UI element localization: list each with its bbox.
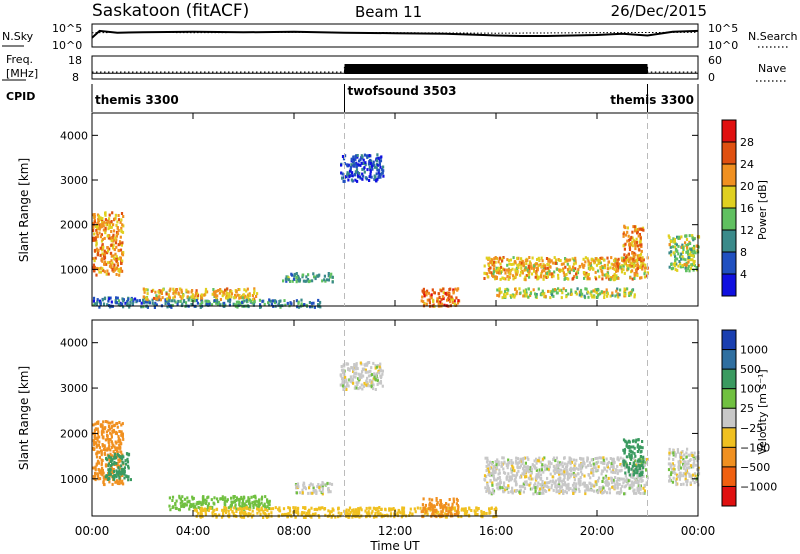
power-colorbar-tick: 8: [740, 246, 747, 259]
velocity-colorbar: 1000 500 100 25 −25 −100 −500 −1000: [721, 329, 777, 507]
cpid-mode-label: themis 3300: [95, 93, 179, 107]
power-y-axis-label: Slant Range [km]: [17, 158, 31, 262]
power-colorbar-tick: 20: [740, 180, 754, 193]
nave-line: [92, 66, 698, 73]
noise-left-tick-bottom: 10^0: [52, 39, 82, 52]
power-echo-region: [667, 234, 701, 273]
x-tick-label: 04:00: [176, 524, 211, 538]
noise-frame: [91, 23, 699, 48]
velocity-panel: 1000 2000 3000 4000 Slant Range [km]: [17, 319, 701, 519]
y-tick-label: 1000: [60, 263, 88, 276]
noise-panel: N.Sky 10^5 10^0 10^5 10^0 N.Search: [2, 22, 798, 52]
velocity-echo-region: [420, 497, 460, 519]
freq-series: [92, 64, 698, 74]
velocity-colorbar-tick: −25: [740, 422, 763, 435]
x-tick-label: 20:00: [580, 524, 615, 538]
power-echo-region: [167, 298, 322, 309]
noise-right-label: N.Search: [748, 30, 798, 43]
power-colorbar-tick: 4: [740, 268, 747, 281]
freq-right-tick-top: 60: [708, 54, 722, 67]
x-tick-label: 12:00: [378, 524, 413, 538]
velocity-echo-region: [104, 452, 132, 482]
freq-panel: Freq. [MHz] 18 8 60 0 Nave: [2, 53, 786, 84]
power-colorbar-label: Power [dB]: [756, 180, 769, 240]
y-tick-label: 4000: [60, 129, 88, 142]
velocity-colorbar-tick: 1000: [740, 344, 768, 357]
x-axis-ticks: 00:00 04:00 08:00 12:00 16:00 20:00 00:00: [75, 113, 716, 538]
y-tick-label: 2000: [60, 219, 88, 232]
power-colorbar: 4 8 12 16 20 24 28: [721, 119, 754, 297]
cpid-mode-label: themis 3300: [610, 93, 694, 107]
freq-right-label: Nave: [758, 62, 786, 75]
power-echo-region: [92, 211, 125, 277]
velocity-echo-region: [339, 361, 384, 391]
noise-right-tick-bottom: 10^0: [708, 39, 738, 52]
velocity-colorbar-tick: −500: [740, 461, 770, 474]
freq-right-tick-bottom: 0: [708, 71, 715, 84]
freq-switching-band: [344, 64, 648, 74]
power-echo-region: [92, 296, 170, 309]
noise-left-label: N.Sky: [2, 30, 34, 43]
noise-series: [91, 29, 699, 39]
power-y-ticks: 1000 2000 3000 4000: [60, 129, 698, 276]
velocity-echo-region: [168, 494, 271, 512]
power-panel: 1000 2000 3000 4000 Slant Range [km]: [17, 112, 701, 309]
velocity-echo-region: [92, 420, 125, 487]
freq-left-tick-bottom: 8: [72, 71, 79, 84]
power-echo-region: [282, 272, 334, 284]
cpid-mode-label: twofsound 3503: [348, 84, 457, 98]
power-colorbar-tick: 28: [740, 136, 754, 149]
velocity-y-ticks: 1000 2000 3000 4000: [60, 337, 698, 486]
velocity-colorbar-tick: −100: [740, 441, 770, 454]
power-echo-region: [340, 153, 385, 183]
velocity-y-axis-label: Slant Range [km]: [17, 366, 31, 470]
power-echo-region: [420, 287, 461, 308]
power-echo-region: [142, 287, 259, 302]
power-echo-region: [622, 224, 645, 268]
x-tick-label: 00:00: [681, 524, 716, 538]
velocity-heatmap: [92, 361, 701, 519]
y-tick-label: 1000: [60, 473, 88, 486]
date-title: 26/Dec/2015: [611, 2, 707, 20]
y-tick-label: 3000: [60, 174, 88, 187]
noise-left-tick-top: 10^5: [52, 22, 82, 35]
velocity-colorbar-tick: 100: [740, 383, 761, 396]
freq-left-tick-top: 18: [68, 54, 82, 67]
cpid-row: themis 3300 twofsound 3503 themis 3300: [91, 84, 699, 112]
x-axis-label: Time UT: [369, 539, 420, 553]
noise-sky-line: [91, 29, 699, 39]
power-colorbar-tick: 12: [740, 224, 754, 237]
velocity-colorbar-tick: 500: [740, 363, 761, 376]
x-tick-label: 00:00: [75, 524, 110, 538]
freq-frame: [91, 55, 699, 80]
power-heatmap: [92, 153, 701, 309]
x-tick-label: 16:00: [479, 524, 514, 538]
velocity-echo-region: [622, 438, 645, 477]
y-tick-label: 2000: [60, 427, 88, 440]
velocity-echo-region: [667, 447, 701, 487]
velocity-colorbar-label: Velocity [m s⁻¹]: [756, 369, 769, 454]
x-tick-label: 08:00: [277, 524, 312, 538]
cpid-label: CPID: [6, 90, 35, 103]
velocity-colorbar-tick: −1000: [740, 480, 777, 493]
y-tick-label: 3000: [60, 382, 88, 395]
y-tick-label: 4000: [60, 337, 88, 350]
station-title: Saskatoon (fitACF): [92, 1, 249, 21]
power-echo-region: [483, 256, 649, 282]
freq-left-label-1: Freq.: [6, 53, 33, 66]
freq-left-label-2: [MHz]: [6, 67, 38, 80]
velocity-echo-region: [294, 481, 334, 496]
noise-search-line: [91, 31, 699, 34]
power-echo-region: [496, 287, 636, 300]
beam-title: Beam 11: [355, 3, 422, 21]
velocity-colorbar-tick: 25: [740, 402, 754, 415]
noise-right-tick-top: 10^5: [708, 22, 738, 35]
power-colorbar-tick: 16: [740, 202, 754, 215]
power-colorbar-tick: 24: [740, 158, 754, 171]
